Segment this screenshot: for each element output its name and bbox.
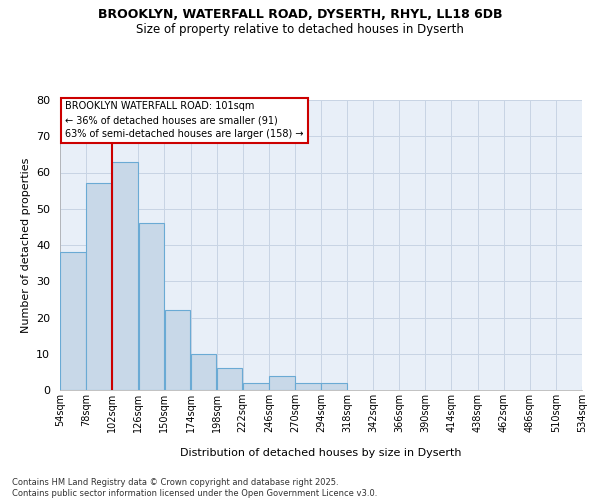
Text: Size of property relative to detached houses in Dyserth: Size of property relative to detached ho…	[136, 22, 464, 36]
Bar	[269, 376, 295, 390]
Bar	[139, 223, 164, 390]
Bar	[243, 383, 269, 390]
Bar	[582, 386, 600, 390]
Bar	[60, 252, 86, 390]
Bar	[191, 354, 217, 390]
Bar	[164, 310, 190, 390]
Bar	[295, 383, 321, 390]
Y-axis label: Number of detached properties: Number of detached properties	[20, 158, 31, 332]
Bar	[86, 184, 112, 390]
Text: BROOKLYN WATERFALL ROAD: 101sqm
← 36% of detached houses are smaller (91)
63% of: BROOKLYN WATERFALL ROAD: 101sqm ← 36% of…	[65, 102, 304, 140]
Text: Distribution of detached houses by size in Dyserth: Distribution of detached houses by size …	[180, 448, 462, 458]
Text: Contains HM Land Registry data © Crown copyright and database right 2025.
Contai: Contains HM Land Registry data © Crown c…	[12, 478, 377, 498]
Text: BROOKLYN, WATERFALL ROAD, DYSERTH, RHYL, LL18 6DB: BROOKLYN, WATERFALL ROAD, DYSERTH, RHYL,…	[98, 8, 502, 20]
Bar	[112, 162, 138, 390]
Bar	[217, 368, 242, 390]
Bar	[321, 383, 347, 390]
